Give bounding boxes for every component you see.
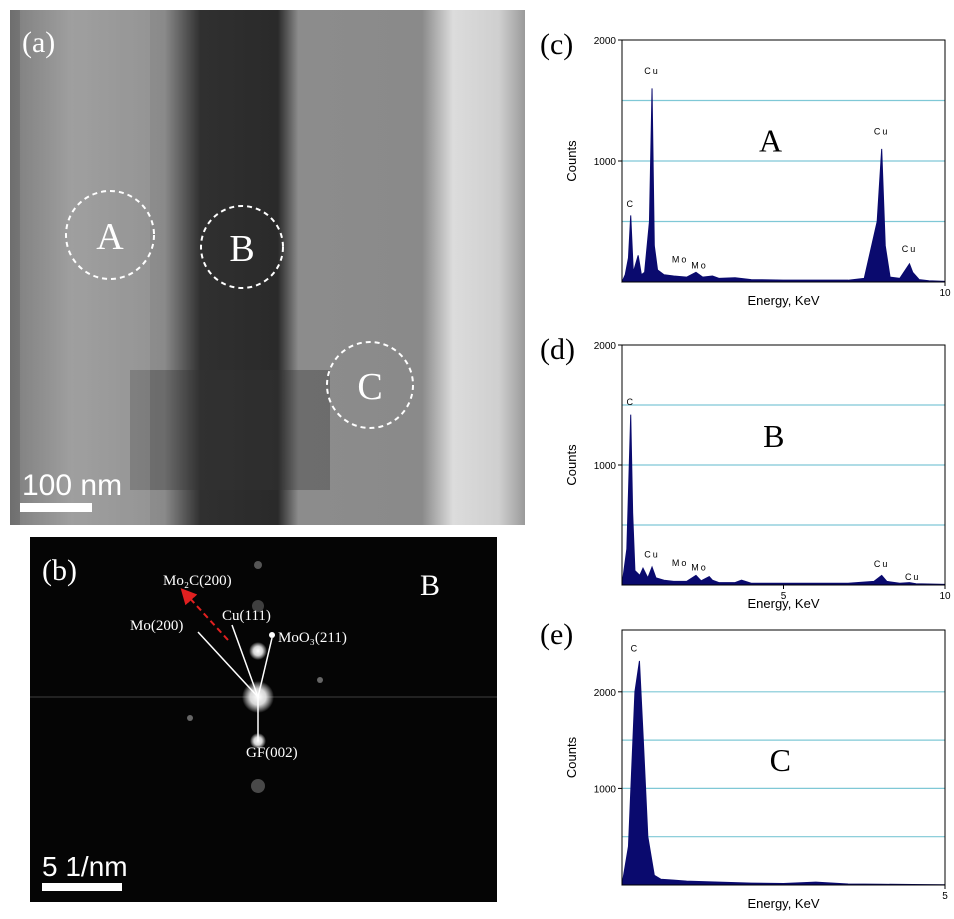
annotation: Cu(111) xyxy=(222,608,271,624)
annotation: Mo(200) xyxy=(130,618,183,634)
spot xyxy=(254,561,262,569)
panel-label: (e) xyxy=(540,618,573,651)
annotation: MoO₃(211) xyxy=(278,630,347,646)
annotation: Mo₂C(200) xyxy=(163,573,232,589)
region-label: C xyxy=(357,366,382,408)
y-tick-label: 1000 xyxy=(594,784,617,795)
peak-label: Mo xyxy=(672,255,689,265)
x-tick-label: 10 xyxy=(939,591,951,602)
panel-label: (c) xyxy=(540,28,573,61)
x-axis-title: Energy, KeV xyxy=(747,293,819,308)
y-tick-label: 2000 xyxy=(594,688,617,699)
x-axis-title: Energy, KeV xyxy=(747,596,819,611)
scale-bar-label: 100 nm xyxy=(22,469,122,502)
peak-label: Mo xyxy=(691,261,708,271)
spot xyxy=(269,632,275,638)
x-axis-title: Energy, KeV xyxy=(747,896,819,911)
y-axis-title: Counts xyxy=(564,140,579,182)
region-label: B xyxy=(763,418,784,454)
scale-bar xyxy=(42,883,122,891)
spectrum xyxy=(622,88,945,282)
peak-label: Cu xyxy=(905,572,921,582)
x-tick-label: 10 xyxy=(939,288,951,299)
scale-bar-label: 5 1/nm xyxy=(42,851,128,882)
panel-label: (b) xyxy=(42,554,77,587)
peak-label: C xyxy=(626,199,635,209)
y-tick-label: 1000 xyxy=(594,461,617,472)
peak-label: C xyxy=(626,397,635,407)
spot xyxy=(251,779,265,793)
figure: (a) A B C 100 nm (b) B Mo₂C(200) Cu(111)… xyxy=(0,0,954,919)
peak-label: Mo xyxy=(672,558,689,568)
texture xyxy=(20,10,150,525)
y-axis-title: Counts xyxy=(564,736,579,778)
panel-label: (d) xyxy=(540,333,575,366)
y-tick-label: 1000 xyxy=(594,157,617,168)
x-tick-label: 5 xyxy=(942,891,948,902)
region-label: A xyxy=(96,216,124,258)
spot xyxy=(187,715,193,721)
scale-bar xyxy=(20,503,92,512)
region-label: B xyxy=(420,569,440,602)
peak-label: C xyxy=(631,643,640,653)
page: (a) A B C 100 nm (b) B Mo₂C(200) Cu(111)… xyxy=(0,0,954,919)
panel-label: (a) xyxy=(22,26,55,59)
peak-label: Cu xyxy=(902,244,918,254)
panel-b: (b) B Mo₂C(200) Cu(111) Mo(200) MoO₃(211… xyxy=(30,537,497,902)
peak-label: Cu xyxy=(874,559,890,569)
region-label: B xyxy=(229,228,254,270)
region-label: A xyxy=(759,122,782,158)
y-tick-label: 2000 xyxy=(594,36,617,47)
peak-label: Cu xyxy=(644,549,660,559)
annotation: GF(002) xyxy=(246,745,298,761)
peak-label: Mo xyxy=(691,563,708,573)
spot xyxy=(249,642,267,660)
spot xyxy=(317,677,323,683)
y-tick-label: 2000 xyxy=(594,341,617,352)
peak-label: Cu xyxy=(644,66,660,76)
panel-a: (a) A B C 100 nm xyxy=(10,10,525,525)
shadow xyxy=(130,370,330,490)
peak-label: Cu xyxy=(874,126,890,136)
y-axis-title: Counts xyxy=(564,444,579,486)
region-label: C xyxy=(770,742,791,778)
